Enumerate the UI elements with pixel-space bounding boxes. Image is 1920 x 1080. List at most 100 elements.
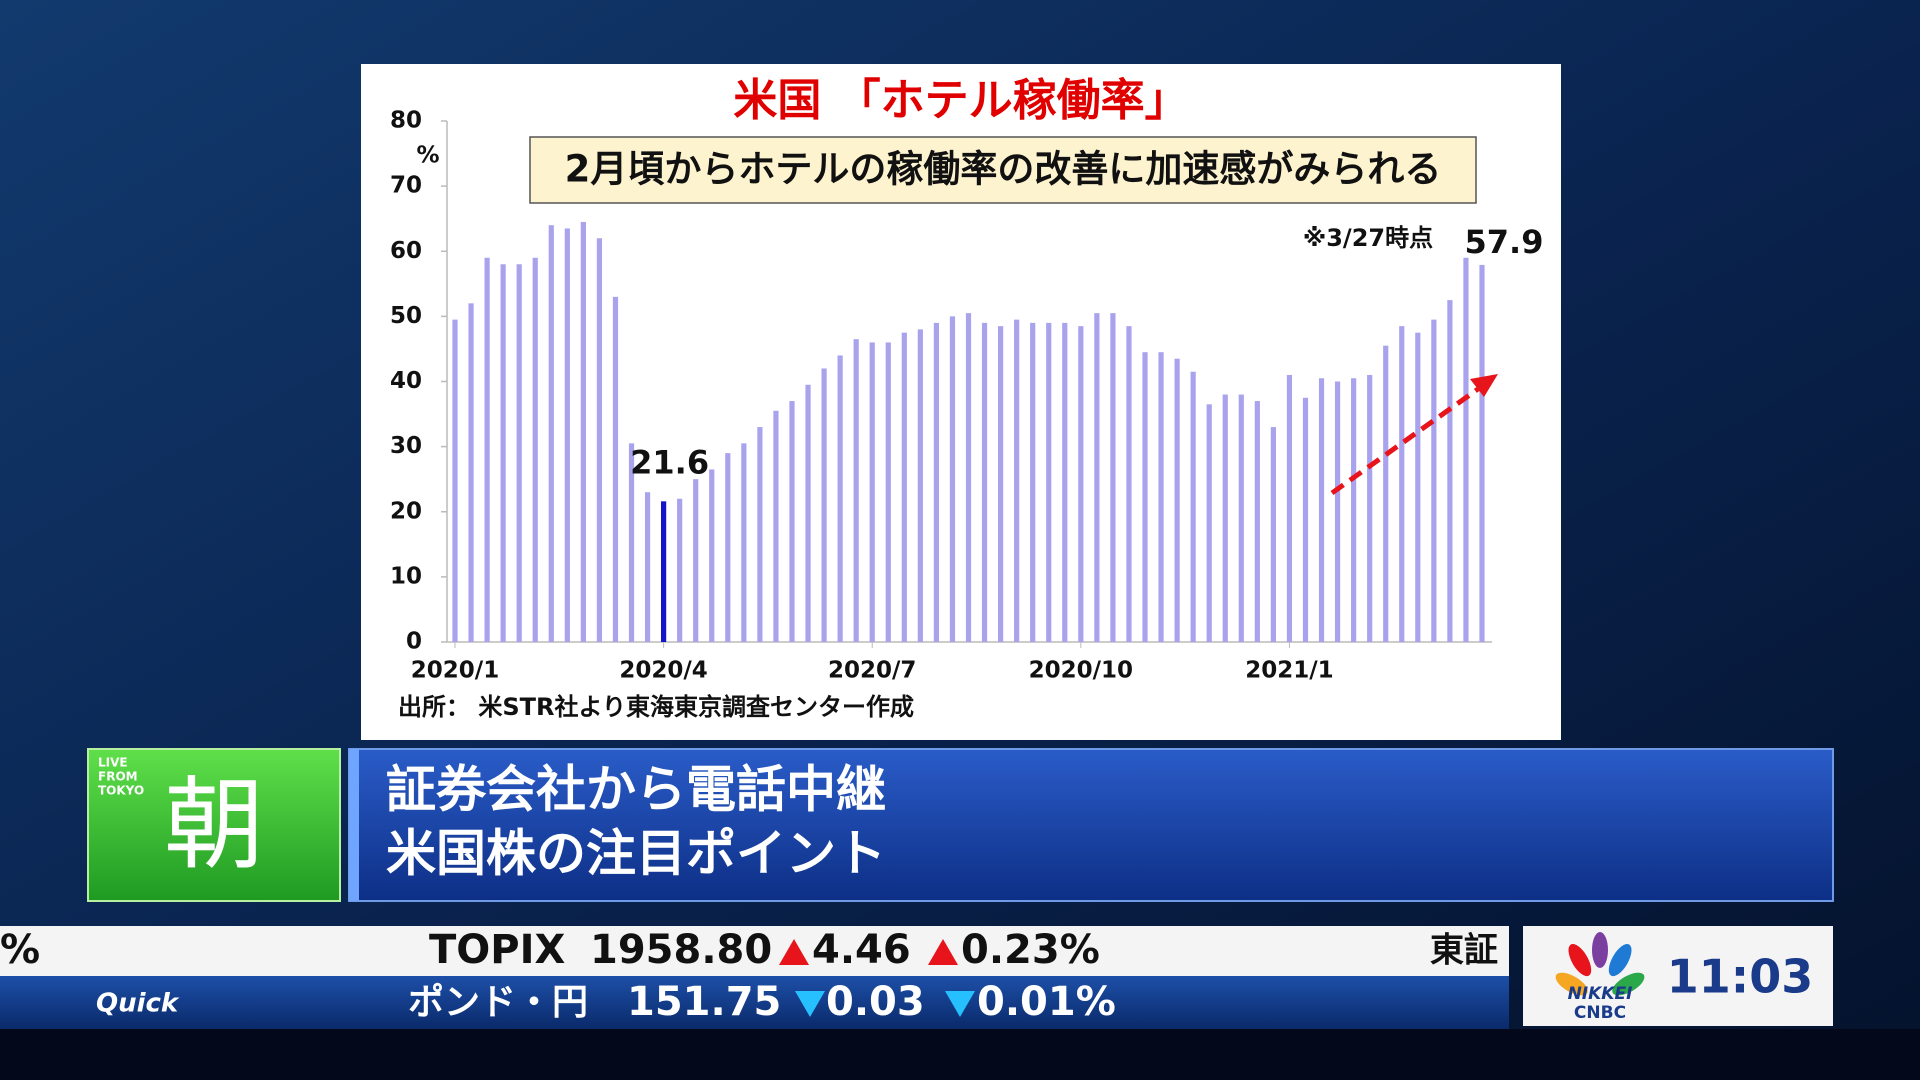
bar [484,257,490,642]
bar [468,303,474,642]
bar [837,355,843,642]
bar [1270,427,1276,642]
logo-text: CNBC [1574,1003,1626,1023]
y-tick-label: 40 [390,368,422,394]
bar [965,313,972,642]
bar [1431,319,1437,642]
bar [1334,381,1341,642]
bar [789,401,795,642]
bar [532,257,538,642]
bar [1190,371,1196,642]
ticker-text: % [0,927,40,973]
chart-note: ※3/27時点 [1303,224,1433,252]
clock: 11:03 [1667,950,1813,1004]
bar [1046,322,1052,642]
value-label: 21.6 [630,443,709,481]
peacock-icon [1555,932,1645,996]
logo-box [1523,926,1833,1026]
bar [516,264,522,642]
y-tick-label: 10 [390,563,422,589]
down-arrow [945,991,975,1017]
headline-bar [348,748,1834,902]
headline-accent [349,749,359,901]
bar [709,469,715,642]
x-tick-label: 2020/4 [619,658,707,684]
y-tick-label: 50 [390,303,422,329]
y-tick-label: 20 [390,498,422,524]
bar [1286,374,1293,642]
bar [741,443,747,642]
bar [1206,404,1212,642]
bar [452,319,458,642]
trend-arrow [1330,386,1480,496]
bar [1479,264,1485,642]
bar [949,316,956,642]
bar [500,264,506,642]
program-badge [87,748,341,902]
bar [757,427,763,642]
ticker-value: 1958.80 [590,927,772,973]
bar [885,342,891,642]
bar [644,492,651,642]
down-arrow [795,991,825,1017]
x-tick-label: 2020/7 [828,658,916,684]
program-name: 朝 [164,766,264,883]
ticker-change-pct: 0.23% [961,927,1100,973]
x-tick-label: 2021/1 [1245,658,1333,684]
bar [933,322,940,642]
bar [596,238,603,642]
headline: 米国株の注目ポイント [386,825,886,883]
ticker-value: 151.75 [627,979,781,1025]
bar [1318,378,1325,642]
bar [1302,397,1309,642]
chart: 0 10 20 30 40 50 60 70 80 2020/1 2020/4 21.6 2020/7 2… [390,108,1543,684]
bar [693,479,699,642]
trend-arrowhead [1470,374,1498,397]
ticker-change-pct: 0.01% [977,979,1116,1025]
bar [661,501,667,642]
background-bottom [0,1029,1920,1080]
ticker-name: 東証 [1430,931,1498,971]
logo-text: NIKKEI [1568,984,1633,1004]
ticker-row [0,976,1509,1029]
chart-source: 出所： 米STR社より東海東京調査センター作成 [398,693,914,721]
subtitle-box [529,136,1477,204]
ticker-row [0,926,1509,976]
headline: 証券会社から電話中継 [386,761,886,819]
y-axis-label: % [416,143,439,169]
ticker-name: ポンド・円 [408,981,588,1023]
bar [805,384,811,642]
chart-subtitle: 2月頃からホテルの稼働率の改善に加速感がみられる [565,148,1442,191]
bar [1062,322,1068,642]
bar [1447,300,1453,642]
bar [628,443,635,642]
bar [1415,332,1421,642]
bar [1222,394,1228,642]
bar [1126,326,1132,642]
bar [580,221,586,642]
bar [564,228,570,643]
bar [981,322,988,642]
up-arrow [928,939,958,965]
bar [821,368,827,642]
bar [725,453,731,642]
bar [917,329,923,642]
badge-text: TOKYO [98,784,144,798]
ticker-change: 4.46 [812,927,911,973]
bar [1158,352,1164,642]
bar [1383,345,1389,642]
bar [1254,401,1260,642]
bar [1463,257,1469,642]
y-tick-label: 70 [390,173,422,199]
bar [997,326,1004,642]
bar [548,225,554,642]
chart-title: 米国 「ホテル稼働率」 [733,75,1188,126]
y-tick-label: 30 [390,433,422,459]
bar [1142,352,1148,642]
badge-text: FROM [98,770,138,784]
bar [1014,319,1020,642]
bar [1367,374,1373,642]
y-tick-label: 60 [390,238,422,264]
